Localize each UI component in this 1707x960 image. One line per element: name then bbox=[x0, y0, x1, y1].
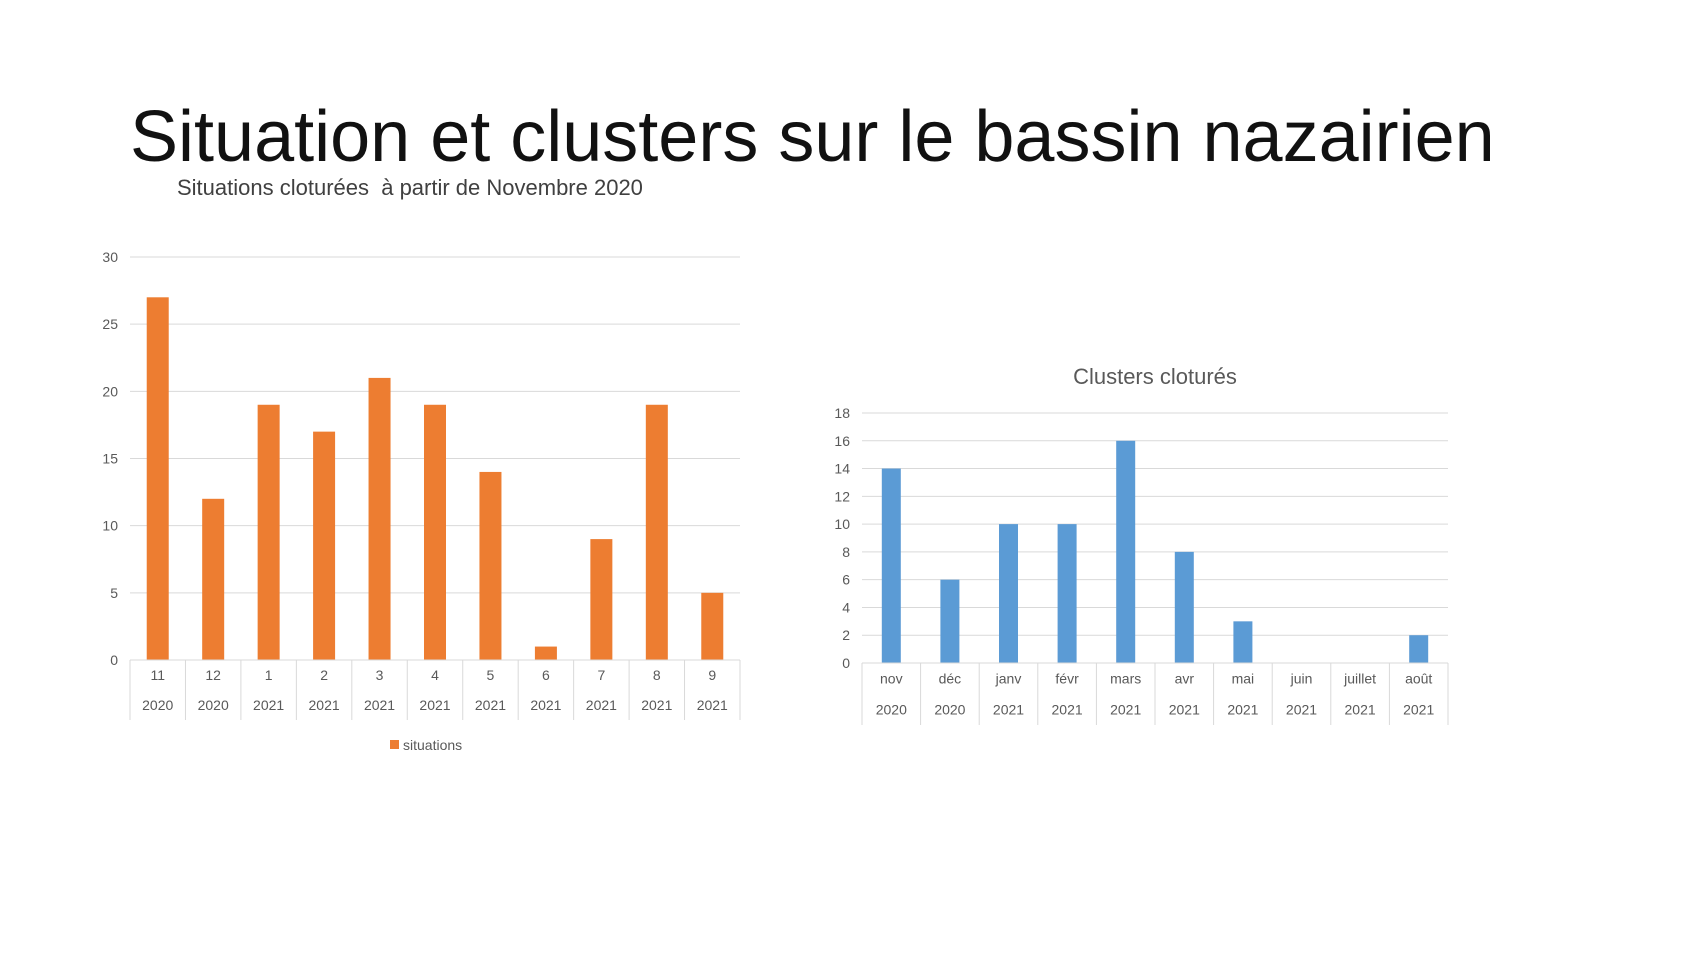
clusters-x-tick-label-month: févr bbox=[1055, 671, 1079, 687]
clusters-y-tick-label: 18 bbox=[834, 405, 850, 421]
slide-subtitle: Situations cloturées à partir de Novembr… bbox=[177, 175, 643, 200]
situations-bar bbox=[701, 592, 724, 660]
clusters-x-tick-label-month: mai bbox=[1232, 671, 1255, 687]
situations-x-tick-label-year: 2021 bbox=[530, 697, 561, 713]
clusters-chart: Clusters cloturés 0 2 4 6 8 10 12 14 16 18 nov 2020 d… bbox=[834, 364, 1449, 725]
situations-bar bbox=[368, 377, 391, 660]
clusters-x-tick-label-month: juillet bbox=[1343, 671, 1376, 687]
situations-x-tick-label-year: 2021 bbox=[641, 697, 672, 713]
situations-x-tick-label-year: 2021 bbox=[475, 697, 506, 713]
clusters-x-tick-label-month: janv bbox=[995, 671, 1022, 687]
situations-bar bbox=[479, 471, 502, 660]
clusters-bar bbox=[1233, 621, 1253, 663]
clusters-x-tick-label-month: août bbox=[1405, 671, 1432, 687]
situations-x-tick-label-month: 3 bbox=[376, 667, 384, 683]
situations-bar bbox=[424, 404, 446, 660]
clusters-x-tick-label-year: 2021 bbox=[1052, 702, 1083, 718]
clusters-x-tick-label-year: 2021 bbox=[1110, 702, 1141, 718]
situations-x-tick-label-month: 4 bbox=[431, 667, 439, 683]
clusters-y-tick-label: 2 bbox=[842, 627, 850, 643]
clusters-y-tick-label: 12 bbox=[834, 488, 850, 504]
clusters-y-tick-label: 10 bbox=[834, 516, 850, 532]
situations-bar bbox=[534, 646, 557, 660]
clusters-bar bbox=[881, 468, 901, 663]
clusters-x-tick-label-year: 2021 bbox=[1403, 702, 1434, 718]
situations-bar bbox=[146, 297, 169, 660]
situations-x-tick-label-year: 2021 bbox=[419, 697, 450, 713]
situations-chart: 0 5 10 15 20 25 30 11 2020 12 2020 1 2021 2 2021 3 2021 4… bbox=[102, 249, 741, 753]
clusters-bar bbox=[1057, 524, 1077, 663]
situations-y-tick-label: 25 bbox=[102, 316, 118, 332]
clusters-bar bbox=[1116, 440, 1136, 663]
situations-bar bbox=[257, 404, 280, 660]
situations-y-tick-label: 30 bbox=[102, 249, 118, 265]
situations-x-tick-label-year: 2021 bbox=[586, 697, 617, 713]
situations-y-tick-label: 0 bbox=[110, 652, 118, 668]
slide-title: Situation et clusters sur le bassin naza… bbox=[130, 97, 1495, 177]
situations-x-tick-label-month: 9 bbox=[708, 667, 716, 683]
situations-legend-label: situations bbox=[403, 737, 462, 753]
clusters-y-tick-label: 4 bbox=[842, 599, 850, 615]
clusters-x-tick-label-year: 2021 bbox=[993, 702, 1024, 718]
clusters-x-tick-label-year: 2021 bbox=[1286, 702, 1317, 718]
situations-x-tick-label-month: 11 bbox=[150, 667, 165, 683]
clusters-x-tick-label-month: déc bbox=[939, 671, 962, 687]
situations-x-tick-label-year: 2021 bbox=[697, 697, 728, 713]
situations-x-tick-label-month: 2 bbox=[320, 667, 328, 683]
clusters-bar bbox=[999, 524, 1018, 663]
situations-bar bbox=[313, 431, 336, 660]
clusters-y-tick-label: 0 bbox=[842, 655, 850, 671]
clusters-x-tick-label-month: mars bbox=[1110, 671, 1141, 687]
clusters-x-tick-label-month: avr bbox=[1175, 671, 1195, 687]
situations-x-tick-label-year: 2020 bbox=[142, 697, 173, 713]
situations-x-tick-label-month: 6 bbox=[542, 667, 550, 683]
clusters-y-tick-label: 6 bbox=[842, 572, 850, 588]
clusters-bar bbox=[1409, 635, 1429, 663]
situations-x-tick-label-year: 2020 bbox=[198, 697, 229, 713]
clusters-x-tick-label-year: 2020 bbox=[876, 702, 907, 718]
situations-bar bbox=[202, 498, 225, 660]
clusters-bar bbox=[940, 579, 960, 663]
situations-x-tick-label-month: 7 bbox=[597, 667, 605, 683]
situations-x-tick-label-month: 8 bbox=[653, 667, 661, 683]
situations-x-tick-label-month: 12 bbox=[205, 667, 221, 683]
situations-x-tick-label-year: 2021 bbox=[309, 697, 340, 713]
situations-x-tick-label-year: 2021 bbox=[364, 697, 395, 713]
clusters-x-tick-label-month: juin bbox=[1290, 671, 1313, 687]
clusters-title: Clusters cloturés bbox=[1073, 364, 1237, 389]
clusters-y-tick-label: 16 bbox=[834, 433, 850, 449]
situations-y-tick-label: 10 bbox=[102, 518, 118, 534]
situations-x-tick-label-year: 2021 bbox=[253, 697, 284, 713]
clusters-y-tick-label: 8 bbox=[842, 544, 850, 560]
clusters-x-tick-label-year: 2020 bbox=[934, 702, 965, 718]
clusters-x-tick-label-month: nov bbox=[880, 671, 903, 687]
situations-y-tick-label: 5 bbox=[110, 585, 118, 601]
clusters-bar bbox=[1174, 551, 1194, 663]
situations-x-tick-label-month: 5 bbox=[487, 667, 495, 683]
situations-legend-swatch bbox=[390, 740, 399, 749]
situations-bar bbox=[645, 404, 668, 660]
situations-y-tick-label: 15 bbox=[102, 451, 118, 467]
situations-y-tick-label: 20 bbox=[102, 383, 118, 399]
situations-bar bbox=[590, 539, 613, 660]
situations-x-tick-label-month: 1 bbox=[265, 667, 273, 683]
clusters-y-tick-label: 14 bbox=[834, 461, 850, 477]
clusters-x-tick-label-year: 2021 bbox=[1227, 702, 1258, 718]
clusters-x-tick-label-year: 2021 bbox=[1169, 702, 1200, 718]
clusters-x-tick-label-year: 2021 bbox=[1345, 702, 1376, 718]
